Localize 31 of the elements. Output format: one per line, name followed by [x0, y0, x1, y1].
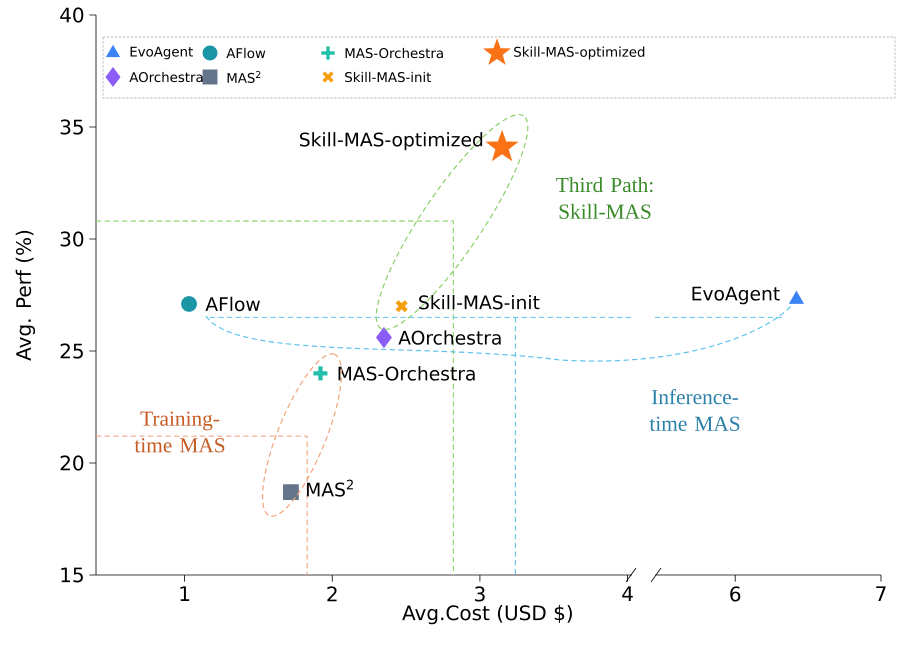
annotation: Third Path: Skill-MAS — [556, 177, 652, 219]
legend-label: Skill-MAS-optimized — [514, 46, 644, 60]
x-tick-label: 1 — [180, 586, 190, 601]
x-tick-label: 4 — [622, 586, 633, 601]
y-tick-label: 20 — [60, 455, 84, 471]
text: MAS$^{2}$ — [307, 480, 353, 497]
text: MAS-Orchestra — [338, 366, 475, 381]
x-tick-label: 6 — [730, 586, 740, 602]
y-tick-label: 40 — [60, 7, 84, 23]
y-tick-label: 35 — [60, 119, 83, 135]
text: EvoAgent — [692, 286, 780, 304]
legend-label: MAS$^{2}$ — [228, 71, 260, 83]
x-tick-label: 3 — [475, 586, 485, 602]
text: AFlow — [205, 296, 260, 312]
text: Skill-MAS-optimized — [300, 132, 482, 150]
x-tick-label: 7 — [876, 586, 886, 601]
y-tick-label: 30 — [60, 231, 84, 247]
text: AOrchestra — [398, 330, 501, 345]
legend-label: AOrchestra — [129, 72, 202, 82]
text: Skill-MAS-init — [419, 294, 540, 310]
y-tick-label: 25 — [60, 343, 83, 359]
y-axis-title: Avg. Perf (%) — [16, 230, 36, 361]
x-tick-label: 2 — [327, 586, 337, 602]
legend-label: AFlow — [226, 48, 266, 58]
x-axis-title: Avg.Cost (USD $) — [402, 604, 572, 624]
legend-label: EvoAgent — [130, 46, 193, 60]
legend-label: Skill-MAS-init — [345, 72, 432, 82]
legend-label: MAS-Orchestra — [346, 48, 443, 58]
annotation: Inference-time MAS — [650, 389, 740, 431]
annotation: Training-time MAS — [134, 412, 224, 452]
y-tick-label: 15 — [61, 568, 83, 582]
